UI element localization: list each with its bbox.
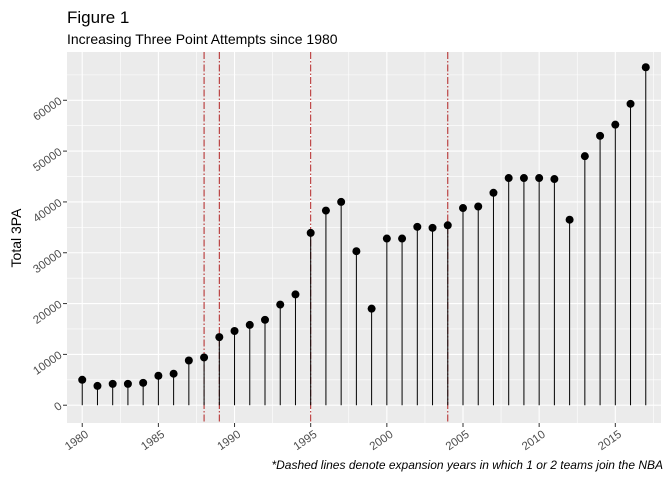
data-point xyxy=(398,234,407,243)
data-point xyxy=(626,99,635,108)
chart-title: Figure 1 xyxy=(67,8,129,27)
plot-panel xyxy=(67,52,661,423)
x-tick-label: 1990 xyxy=(215,429,243,454)
y-tick-label: 20000 xyxy=(31,299,64,327)
y-tick-label: 60000 xyxy=(31,95,64,123)
data-point xyxy=(200,353,209,362)
data-point xyxy=(261,315,269,324)
data-point xyxy=(78,375,87,384)
data-point xyxy=(382,234,391,243)
data-point xyxy=(413,222,422,231)
data-point xyxy=(459,204,467,213)
data-point xyxy=(93,381,102,390)
data-point xyxy=(139,378,148,387)
y-tick-label: 10000 xyxy=(31,350,64,378)
data-point xyxy=(306,228,315,237)
x-tick-label: 2010 xyxy=(520,429,548,454)
data-point xyxy=(291,290,300,299)
data-point xyxy=(443,221,452,230)
data-point xyxy=(641,63,650,72)
chart-subtitle: Increasing Three Point Attempts since 19… xyxy=(67,31,338,47)
data-point xyxy=(108,379,117,388)
data-point xyxy=(535,174,544,183)
data-point xyxy=(474,202,483,211)
data-point xyxy=(245,320,254,329)
data-point xyxy=(337,197,346,206)
chart-caption: *Dashed lines denote expansion years in … xyxy=(271,458,663,472)
x-tick-label: 1985 xyxy=(139,429,167,454)
x-tick-label: 2000 xyxy=(368,429,396,454)
data-point xyxy=(169,369,178,378)
data-point xyxy=(550,175,559,184)
data-point xyxy=(596,131,605,140)
data-point xyxy=(184,356,193,365)
y-axis: 0 10000 20000 30000 40000 50000 60000 xyxy=(31,95,67,414)
data-point xyxy=(580,152,589,161)
data-point xyxy=(611,120,620,129)
x-axis: 1980 1985 1990 1995 2000 2005 2010 2015 xyxy=(63,423,624,453)
x-tick-label: 1980 xyxy=(63,429,91,454)
y-tick-label: 30000 xyxy=(31,248,64,276)
y-axis-title: Total 3PA xyxy=(8,208,24,268)
x-tick-label: 2005 xyxy=(444,429,472,454)
x-tick-label: 1995 xyxy=(292,429,320,454)
data-point xyxy=(154,371,163,380)
data-point xyxy=(367,304,376,313)
data-point xyxy=(215,333,224,342)
data-point xyxy=(565,215,574,224)
data-point xyxy=(489,188,498,197)
data-point xyxy=(504,174,513,183)
data-point xyxy=(276,300,285,309)
data-point xyxy=(321,206,330,215)
data-point xyxy=(519,174,528,183)
data-point xyxy=(352,247,361,256)
data-point xyxy=(123,379,132,388)
x-tick-label: 2015 xyxy=(596,429,624,454)
lollipop-series xyxy=(78,63,650,406)
y-tick-label: 0 xyxy=(52,400,64,414)
y-tick-label: 40000 xyxy=(31,197,64,225)
data-point xyxy=(428,223,437,232)
data-point xyxy=(230,327,239,336)
y-tick-label: 50000 xyxy=(31,146,64,174)
